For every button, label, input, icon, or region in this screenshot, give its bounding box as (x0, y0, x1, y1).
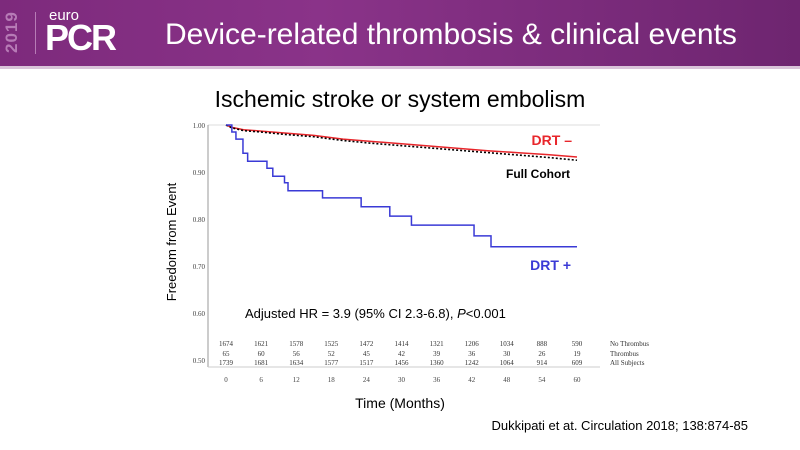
at-risk-value: 1621 (254, 340, 269, 348)
at-risk-value: 1472 (359, 340, 374, 348)
logo-pcr: PCR (45, 17, 117, 58)
x-axis-label: Time (Months) (355, 395, 445, 411)
at-risk-value: 1034 (500, 340, 515, 348)
at-risk-value: 1517 (359, 359, 374, 367)
y-axis-label: Freedom from Event (164, 182, 179, 301)
at-risk-value: 45 (363, 350, 371, 358)
at-risk-value: 888 (537, 340, 548, 348)
at-risk-value: 590 (572, 340, 583, 348)
at-risk-value: 56 (293, 350, 301, 358)
legend-full-cohort: Full Cohort (506, 167, 570, 181)
x-tick-label: 0 (224, 376, 228, 384)
at-risk-value: 1206 (465, 340, 480, 348)
at-risk-value: 1577 (324, 359, 339, 367)
at-risk-value: 52 (328, 350, 336, 358)
logo-euro: euro (49, 7, 80, 24)
at-risk-value: 65 (223, 350, 231, 358)
at-risk-value: 1739 (219, 359, 234, 367)
y-tick-label: 0.60 (193, 310, 206, 318)
hr-annotation-part: <0.001 (466, 306, 506, 321)
at-risk-value: 19 (574, 350, 582, 358)
at-risk-value: 26 (538, 350, 546, 358)
series-line-drt- (226, 124, 577, 248)
x-tick-label: 48 (503, 376, 511, 384)
at-risk-value: 1634 (289, 359, 304, 367)
y-tick-label: 1.00 (193, 122, 206, 130)
at-risk-row-label: No Thrombus (610, 340, 649, 348)
at-risk-value: 1578 (289, 340, 304, 348)
at-risk-value: 1674 (219, 340, 234, 348)
y-tick-label: 0.70 (193, 263, 206, 271)
hr-annotation: Adjusted HR = 3.9 (95% CI 2.3-6.8), P<0.… (245, 306, 506, 321)
x-tick-label: 60 (574, 376, 582, 384)
at-risk-value: 914 (537, 359, 548, 367)
at-risk-row-label: Thrombus (610, 350, 639, 358)
at-risk-value: 609 (572, 359, 583, 367)
series-line-drt- (225, 124, 578, 158)
at-risk-value: 60 (258, 350, 266, 358)
x-tick-label: 54 (538, 376, 546, 384)
at-risk-value: 1321 (430, 340, 445, 348)
legend-drt-negative: DRT – (532, 132, 573, 148)
at-risk-value: 1525 (324, 340, 339, 348)
at-risk-value: 1360 (430, 359, 445, 367)
at-risk-value: 42 (398, 350, 406, 358)
at-risk-value: 30 (503, 350, 511, 358)
at-risk-value: 1414 (395, 340, 410, 348)
series-line-full-cohort (225, 124, 578, 162)
x-tick-label: 12 (293, 376, 301, 384)
x-tick-label: 6 (259, 376, 263, 384)
x-tick-label: 30 (398, 376, 406, 384)
at-risk-value: 1064 (500, 359, 515, 367)
x-tick-label: 24 (363, 376, 371, 384)
at-risk-value: 36 (468, 350, 476, 358)
y-tick-label: 0.80 (193, 216, 206, 224)
chart-title: Ischemic stroke or system embolism (214, 86, 586, 112)
x-tick-label: 36 (433, 376, 441, 384)
citation: Dukkipati et at. Circulation 2018; 138:8… (491, 418, 748, 433)
slide-title: Device-related thrombosis & clinical eve… (165, 18, 737, 51)
y-tick-label: 0.90 (193, 169, 206, 177)
at-risk-value: 1456 (395, 359, 410, 367)
legend-drt-positive: DRT + (530, 257, 571, 273)
x-tick-label: 18 (328, 376, 336, 384)
logo-divider (35, 12, 36, 54)
hr-annotation-part: P (457, 306, 466, 321)
hr-annotation-part: Adjusted HR = 3.9 (95% CI 2.3-6.8), (245, 306, 457, 321)
x-tick-label: 42 (468, 376, 476, 384)
slide-header: 2019 euro PCR Device-related thrombosis … (0, 0, 800, 69)
at-risk-value: 1242 (465, 359, 480, 367)
at-risk-row-label: All Subjects (610, 359, 645, 367)
at-risk-value: 1681 (254, 359, 269, 367)
y-tick-label: 0.50 (193, 357, 206, 365)
at-risk-value: 39 (433, 350, 441, 358)
